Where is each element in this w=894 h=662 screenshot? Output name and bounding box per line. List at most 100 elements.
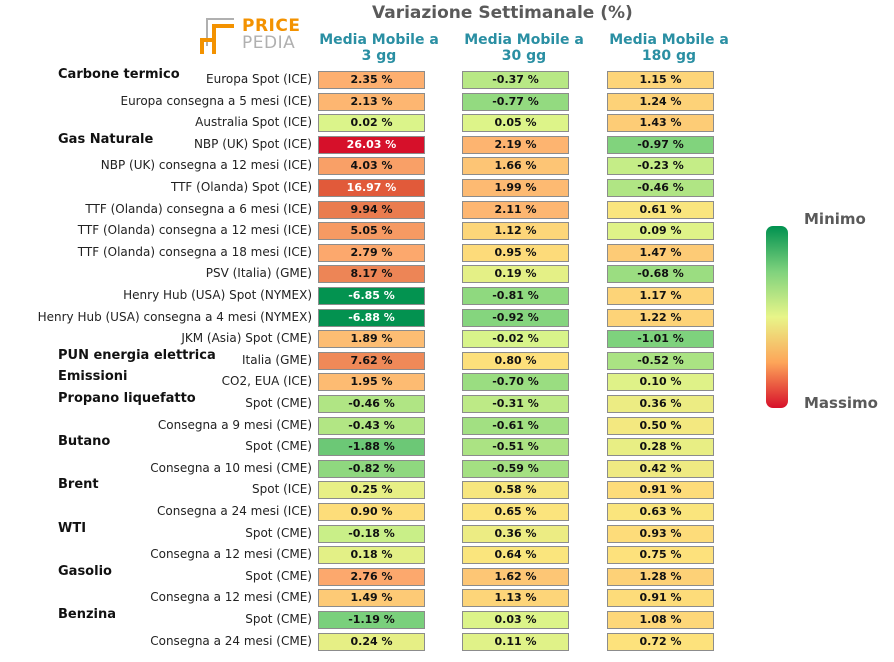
value-cell: 7.62 % [318,351,425,370]
value-cell: 0.18 % [318,546,425,565]
row-label: Australia Spot (ICE) [195,115,312,130]
row-label: CO2, EUA (ICE) [221,374,312,389]
logo-word-price: PRICE [242,16,301,36]
row-label: Spot (CME) [245,568,312,583]
value-cell: 16.97 % [318,179,425,197]
value-cell: -0.51 % [462,438,569,457]
row-label: Spot (CME) [245,439,312,454]
value-cell: 0.11 % [462,632,569,651]
row-label: TTF (Olanda) consegna a 12 mesi (ICE) [77,223,312,238]
group-label: Butano [58,434,111,450]
value-cell: 1.62 % [462,567,569,586]
value-cell: -0.92 % [462,308,569,327]
value-cell: 1.47 % [607,243,714,262]
group-label: Carbone termico [58,67,180,82]
row-label: TTF (Olanda) consegna a 6 mesi (ICE) [85,201,312,216]
row-label: Europa Spot (ICE) [206,72,312,86]
value-cell: 0.28 % [607,438,714,457]
value-cell: 2.76 % [318,567,425,586]
value-cell: 0.90 % [318,503,425,521]
value-cell: -0.97 % [607,135,714,154]
value-cell: 4.03 % [318,157,425,176]
value-cell: 1.43 % [607,114,714,133]
value-cell: 0.05 % [462,114,569,133]
column-header-line1: Media Mobile a [609,32,729,48]
value-cell: -6.88 % [318,308,425,327]
row-label: PSV (Italia) (GME) [205,266,312,281]
group-label: Propano liquefatto [58,391,196,406]
column-header-line2: 3 gg [361,48,397,64]
group-label: Brent [58,477,99,493]
value-cell: -0.77 % [462,92,569,111]
logo-frame-mark [206,18,234,46]
value-cell: 1.13 % [462,589,569,608]
row-label: Italia (GME) [241,352,312,367]
value-cell: 0.91 % [607,589,714,608]
value-cell: 1.12 % [462,222,569,241]
row-label: Spot (CME) [245,612,312,626]
value-cell: -0.59 % [462,459,569,478]
value-cell: 0.72 % [607,632,714,651]
column-header-3gg: Media Mobile a 3 gg [304,32,454,64]
value-cell: -0.61 % [462,416,569,435]
column-header-line1: Media Mobile a [464,32,584,48]
row-label: Henry Hub (USA) consegna a 4 mesi (NYMEX… [37,309,312,324]
value-cell: -0.46 % [607,179,714,197]
value-cell: 9.94 % [318,200,425,219]
value-cell: 8.17 % [318,265,425,284]
value-cell: 0.42 % [607,459,714,478]
value-cell: 0.02 % [318,114,425,133]
value-cell: 26.03 % [318,135,425,154]
value-cell: 0.36 % [607,395,714,413]
logo-bar-left [212,24,216,54]
color-scale-legend [766,226,788,408]
value-cell: -0.31 % [462,395,569,413]
value-cell: 0.80 % [462,351,569,370]
value-cell: 2.19 % [462,135,569,154]
value-cell: 0.65 % [462,503,569,521]
value-cell: 0.10 % [607,373,714,392]
row-label: Consegna a 9 mesi (CME) [157,417,312,432]
value-cell: 5.05 % [318,222,425,241]
value-cell: 0.36 % [462,524,569,543]
column-header-180gg: Media Mobile a 180 gg [594,32,744,64]
value-cell: 0.25 % [318,481,425,500]
value-cell: 1.49 % [318,589,425,608]
value-cell: -0.18 % [318,524,425,543]
logo-bar-small [200,38,212,42]
value-cell: -0.23 % [607,157,714,176]
value-cell: -6.85 % [318,287,425,305]
value-cell: 0.19 % [462,265,569,284]
value-cell: 0.91 % [607,481,714,500]
value-cell: 2.35 % [318,71,425,89]
value-cell: 0.58 % [462,481,569,500]
value-cell: 1.08 % [607,611,714,629]
value-cell: 0.75 % [607,546,714,565]
row-label: NBP (UK) Spot (ICE) [193,136,312,151]
value-cell: 0.03 % [462,611,569,629]
logo-word-pedia: PEDIA [242,33,296,53]
row-label: NBP (UK) consegna a 12 mesi (ICE) [100,158,312,173]
group-label: WTI [58,520,87,536]
value-cell: -1.19 % [318,611,425,629]
legend-label-max: Massimo [804,394,878,412]
row-label: Consegna a 24 mesi (CME) [150,633,312,648]
value-cell: 0.95 % [462,243,569,262]
chart-title: Variazione Settimanale (%) [372,3,633,23]
value-cell: 0.93 % [607,524,714,543]
value-cell: -0.52 % [607,351,714,370]
column-header-line1: Media Mobile a [319,32,439,48]
legend-label-min: Minimo [804,210,866,228]
column-header-line2: 30 gg [501,48,547,64]
value-cell: -0.68 % [607,265,714,284]
value-cell: 0.09 % [607,222,714,241]
row-label: Spot (CME) [245,396,312,410]
logo-bar-top [212,24,234,28]
row-label: Henry Hub (USA) Spot (NYMEX) [123,288,312,302]
value-cell: -0.43 % [318,416,425,435]
value-cell: 1.95 % [318,373,425,392]
value-cell: -1.01 % [607,330,714,349]
group-label: PUN energia elettrica [58,347,216,363]
value-cell: -0.46 % [318,395,425,413]
group-label: Gas Naturale [58,131,154,147]
